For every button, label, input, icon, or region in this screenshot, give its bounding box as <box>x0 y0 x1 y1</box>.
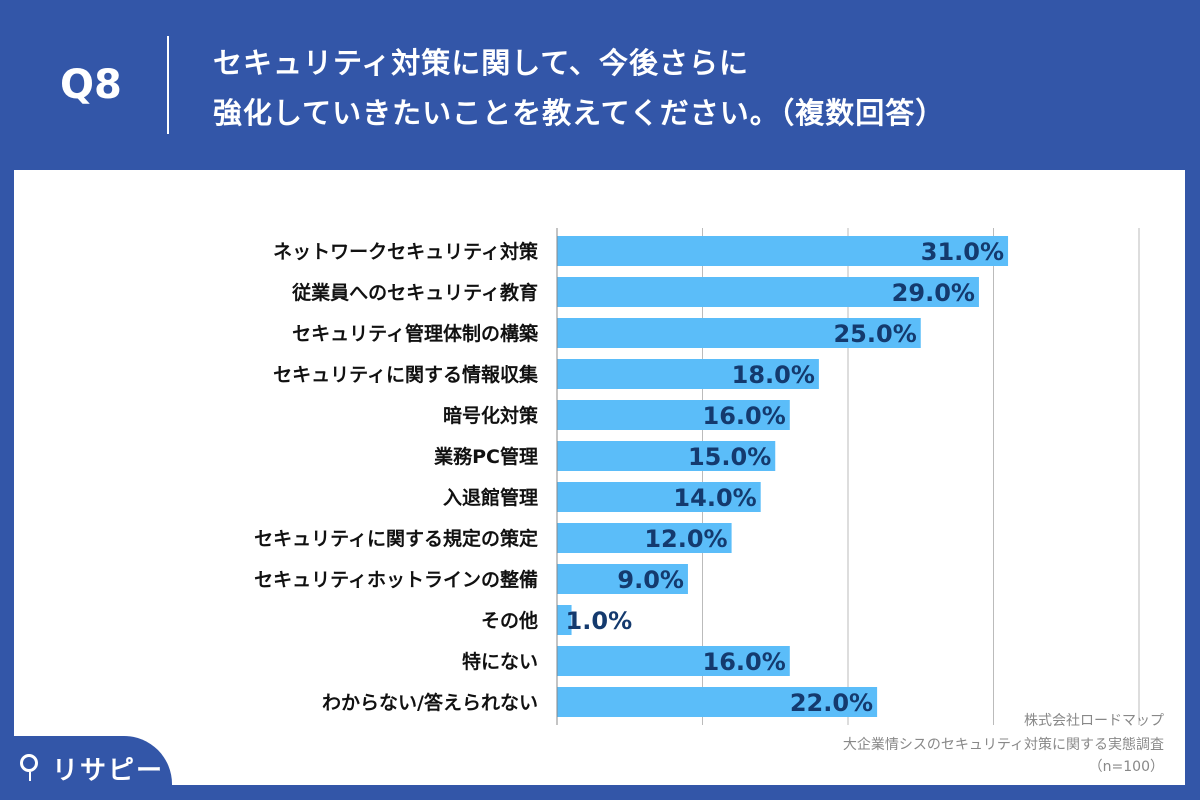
value-label: 16.0% <box>703 648 786 676</box>
value-label: 22.0% <box>790 689 873 717</box>
title-line2: 強化していきたいことを教えてください。（複数回答） <box>213 96 946 130</box>
value-label: 9.0% <box>617 566 684 594</box>
value-label: 15.0% <box>688 443 771 471</box>
logo-text: リサピー <box>52 756 165 786</box>
page-title: セキュリティ対策に関して、今後さらに 強化していきたいことを教えてください。（複… <box>213 38 945 138</box>
category-label: セキュリティに関する規定の策定 <box>254 527 538 550</box>
source-n: （n=100） <box>1088 759 1164 775</box>
title-line1: セキュリティ対策に関して、今後さらに <box>213 46 749 80</box>
question-number: Q8 <box>60 62 122 108</box>
value-label: 25.0% <box>833 320 916 348</box>
chart-panel <box>14 170 1185 785</box>
bar <box>557 359 819 389</box>
source-company: 株式会社ロードマップ <box>1024 713 1164 729</box>
bar <box>557 605 572 635</box>
category-label: セキュリティに関する情報収集 <box>273 363 539 386</box>
category-label: セキュリティ管理体制の構築 <box>292 322 539 345</box>
bar <box>557 318 921 348</box>
bar <box>557 277 979 307</box>
category-label: 従業員へのセキュリティ教育 <box>291 281 538 304</box>
value-label: 29.0% <box>892 279 975 307</box>
category-label: セキュリティホットラインの整備 <box>254 568 538 591</box>
logo: リサピー <box>0 736 172 800</box>
bar <box>557 400 790 430</box>
divider <box>167 36 169 134</box>
value-label: 18.0% <box>732 361 815 389</box>
bar <box>557 441 776 471</box>
source-survey: 大企業情シスのセキュリティ対策に関する実態調査 <box>842 737 1164 753</box>
category-label: 入退館管理 <box>443 486 538 509</box>
value-label: 1.0% <box>566 607 633 635</box>
bar <box>557 523 732 553</box>
value-label: 31.0% <box>921 238 1004 266</box>
category-label: 業務PC管理 <box>433 445 538 468</box>
category-label: ネットワークセキュリティ対策 <box>273 240 539 263</box>
bar <box>557 564 688 594</box>
category-label: 特にない <box>462 651 538 673</box>
value-label: 12.0% <box>644 525 727 553</box>
value-label: 16.0% <box>703 402 786 430</box>
value-label: 14.0% <box>673 484 756 512</box>
pin-icon <box>20 754 38 781</box>
category-label: その他 <box>481 609 538 632</box>
category-label: 暗号化対策 <box>443 404 539 427</box>
bar <box>557 646 790 676</box>
bar <box>557 236 1009 266</box>
category-label: わからない/答えられない <box>322 691 538 714</box>
bar <box>557 482 761 512</box>
bar <box>557 687 878 717</box>
